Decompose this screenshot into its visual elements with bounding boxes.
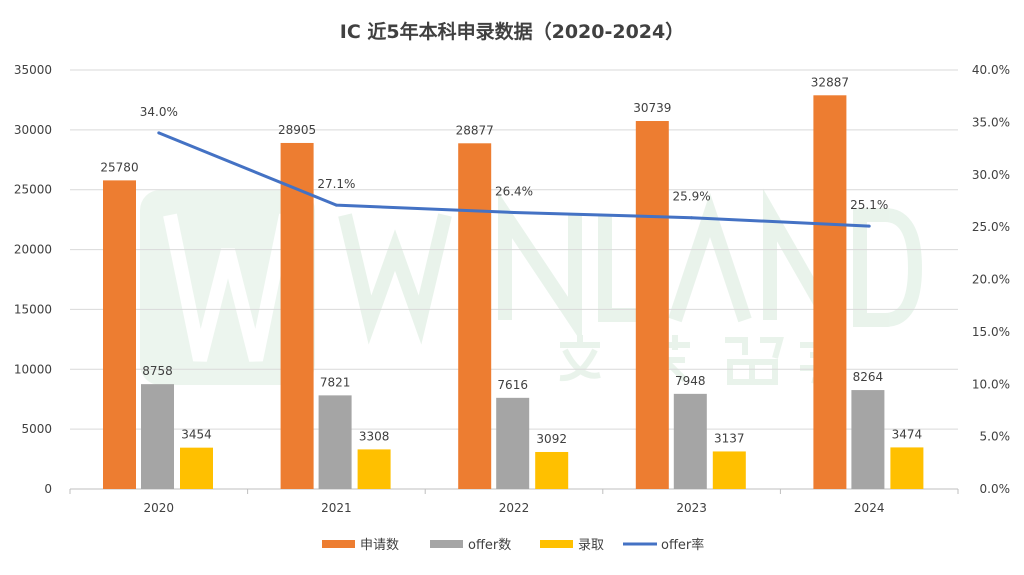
bar-录取-2021 — [357, 449, 391, 489]
bar-录取-2022 — [535, 451, 569, 489]
bar-申请数-2024 — [813, 95, 847, 490]
y-tick-label: 15000 — [14, 302, 52, 316]
legend-swatch — [540, 540, 573, 548]
bar-data-label: 8758 — [142, 364, 173, 378]
legend-label: 录取 — [578, 538, 604, 553]
y-tick-label: 5000 — [21, 422, 52, 436]
line-point — [512, 210, 516, 214]
y-tick-label: 35000 — [14, 63, 52, 77]
line-data-label: 34.0% — [140, 105, 178, 119]
line-data-label: 25.9% — [673, 190, 711, 204]
y-axis-right: 0.0% 5.0% 10.0% 15.0% 20.0% 25.0% 30.0% 35.0% 40… — [972, 63, 1010, 496]
line-data-label: 26.4% — [495, 184, 533, 198]
y-tick-label: 0 — [44, 482, 52, 496]
bar-录取-2024 — [890, 447, 924, 489]
chart-title: IC 近5年本科申录数据（2020-2024） — [340, 20, 685, 43]
y2-tick-label: 0.0% — [980, 482, 1011, 496]
bar-offer数-2022 — [496, 397, 530, 489]
bar-data-label: 3308 — [359, 429, 390, 443]
legend-label: 申请数 — [360, 538, 399, 553]
y-tick-label: 10000 — [14, 362, 52, 376]
line-point — [690, 216, 694, 220]
offer-rate-line: 34.0% 27.1% 26.4% 25.9% 25.1% — [140, 105, 888, 228]
x-tick-label: 2021 — [321, 501, 352, 515]
line-point — [867, 224, 871, 228]
line-point — [157, 131, 161, 135]
bar-录取-2023 — [712, 451, 746, 489]
bar-offer数-2020 — [141, 384, 174, 489]
bar-data-label: 7821 — [320, 375, 351, 389]
bar-申请数-2021 — [280, 142, 314, 489]
bar-data-label: 7616 — [497, 378, 528, 392]
bar-data-label: 3474 — [892, 427, 923, 441]
line-point — [334, 203, 338, 207]
legend: 申请数 offer数 录取 offer率 — [322, 537, 704, 553]
x-axis: 2020 2021 2022 2023 2024 — [69, 489, 959, 515]
legend-label: offer数 — [468, 538, 511, 553]
y-tick-label: 30000 — [14, 123, 52, 137]
y2-tick-label: 30.0% — [972, 168, 1010, 182]
legend-swatch — [430, 540, 463, 548]
y2-tick-label: 40.0% — [972, 63, 1010, 77]
bar-申请数-2022 — [458, 143, 492, 489]
x-tick-label: 2020 — [144, 501, 175, 515]
line-data-label: 27.1% — [317, 177, 355, 191]
watermark-logo — [140, 188, 923, 386]
bar-申请数-2020 — [103, 180, 136, 489]
x-tick-label: 2022 — [499, 501, 530, 515]
x-tick-label: 2024 — [854, 501, 885, 515]
y-axis-left: 0 5000 10000 15000 20000 25000 30000 35000 — [14, 63, 52, 496]
y2-tick-label: 5.0% — [980, 430, 1011, 444]
bar-申请数-2023 — [635, 121, 669, 489]
y2-tick-label: 15.0% — [972, 325, 1010, 339]
y2-tick-label: 35.0% — [972, 115, 1010, 129]
x-tick-label: 2023 — [676, 501, 707, 515]
y2-tick-label: 10.0% — [972, 377, 1010, 391]
bar-data-label: 3454 — [181, 428, 212, 442]
bar-data-label: 3137 — [714, 431, 745, 445]
legend-label: offer率 — [661, 537, 704, 553]
y-tick-label: 20000 — [14, 243, 52, 257]
bar-offer数-2024 — [851, 390, 885, 489]
bar-data-label: 28877 — [456, 123, 494, 137]
line-data-label: 25.1% — [850, 198, 888, 212]
bar-data-label: 8264 — [853, 370, 884, 384]
bar-data-label: 25780 — [100, 160, 138, 174]
bar-data-label: 30739 — [633, 101, 671, 115]
bar-offer数-2021 — [318, 395, 352, 489]
bar-data-label: 28905 — [278, 123, 316, 137]
y2-tick-label: 25.0% — [972, 220, 1010, 234]
legend-swatch — [322, 540, 355, 548]
bar-data-label: 3092 — [536, 432, 567, 446]
bar-录取-2020 — [180, 447, 213, 489]
y2-tick-label: 20.0% — [972, 273, 1010, 287]
bar-data-label: 7948 — [675, 374, 706, 388]
bars: 25780 28905 28877 30739 32887 8758 7821 7616 794… — [100, 75, 924, 490]
y-tick-label: 25000 — [14, 183, 52, 197]
bar-offer数-2023 — [673, 393, 707, 489]
bar-data-label: 32887 — [811, 75, 849, 89]
